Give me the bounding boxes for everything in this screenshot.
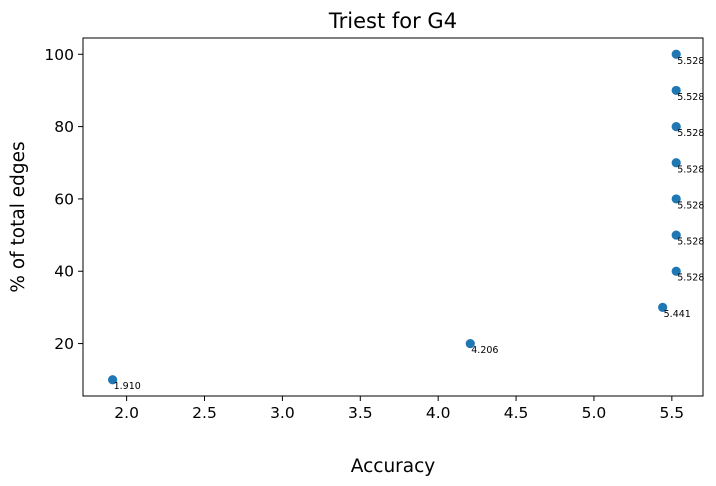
- data-point: [671, 49, 681, 59]
- y-tick-label: 100: [44, 46, 74, 64]
- y-axis-label: % of total edges: [8, 141, 29, 292]
- data-label: 5.528: [677, 92, 704, 103]
- data-label: 4.206: [471, 345, 498, 356]
- data-label: 5.528: [677, 200, 704, 211]
- y-tick-label: 80: [54, 118, 74, 136]
- data-label: 5.528: [677, 237, 704, 248]
- data-point: [671, 266, 681, 276]
- x-tick-label: 2.5: [192, 404, 217, 422]
- data-point: [671, 158, 681, 168]
- data-point: [658, 302, 668, 313]
- data-label: 5.528: [677, 273, 704, 284]
- data-point: [671, 194, 681, 204]
- x-tick-label: 5.5: [660, 404, 685, 422]
- y-tick-label: 60: [54, 190, 74, 208]
- x-tick-label: 4.0: [426, 404, 451, 422]
- data-point: [671, 121, 681, 132]
- data-label: 5.441: [664, 309, 691, 320]
- data-point: [465, 338, 475, 349]
- x-tick-label: 2.0: [114, 404, 139, 422]
- chart-title: Triest for G4: [328, 9, 457, 33]
- data-point: [107, 375, 118, 385]
- x-tick-label: 5.0: [582, 404, 607, 422]
- data-label: 5.528: [677, 164, 704, 175]
- data-points: 1.910 4.206 5.441 5.528 5.528 5.528 5.528 5.528…: [107, 49, 704, 392]
- data-point: [671, 230, 681, 240]
- y-tick-label: 40: [54, 263, 74, 281]
- data-label: 1.910: [114, 381, 141, 392]
- data-point: [671, 85, 681, 96]
- x-tick-label: 4.5: [504, 404, 529, 422]
- x-axis-label: Accuracy: [351, 456, 436, 477]
- axis-ticks: 2.0 2.5 3.0 3.5 4.0 4.5 5.0 5.5 20 40 60 80 100: [44, 46, 684, 422]
- y-tick-label: 20: [54, 335, 74, 353]
- x-tick-label: 3.5: [348, 404, 373, 422]
- plot-frame: [82, 37, 704, 397]
- data-label: 5.528: [677, 128, 704, 139]
- data-label: 5.528: [677, 56, 704, 67]
- x-tick-label: 3.0: [270, 404, 295, 422]
